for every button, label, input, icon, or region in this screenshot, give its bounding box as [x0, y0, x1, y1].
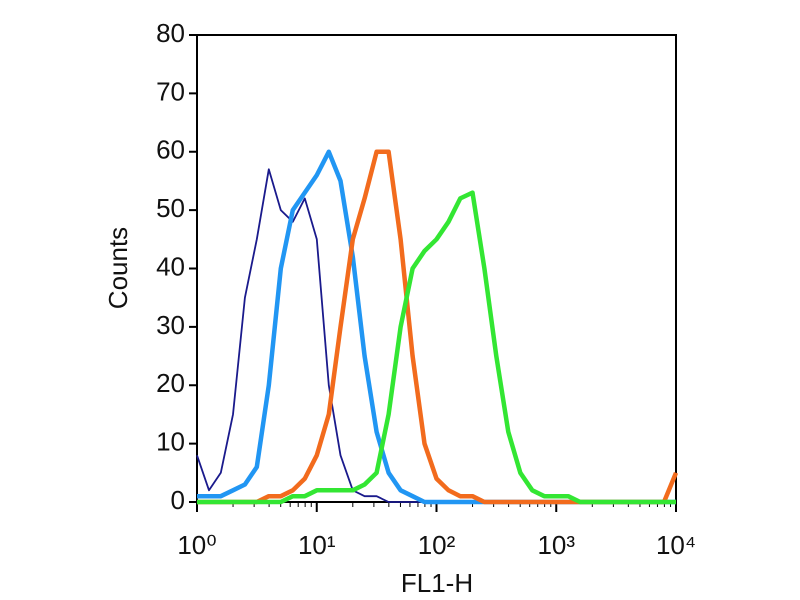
- x-axis-label: FL1-H: [401, 568, 473, 598]
- series-line: [197, 149, 676, 505]
- series-line: [197, 190, 676, 505]
- y-tick-label: 0: [171, 485, 185, 515]
- x-tick-label: 10¹: [298, 530, 336, 560]
- y-tick-label: 70: [156, 76, 185, 106]
- y-tick-label: 30: [156, 310, 185, 340]
- y-tick-label: 80: [156, 18, 185, 48]
- x-tick-label: 10³: [537, 530, 575, 560]
- plot-frame: [196, 34, 677, 503]
- series-line: [197, 149, 679, 505]
- y-tick-label: 20: [156, 368, 185, 398]
- series-line: [196, 168, 676, 503]
- y-tick-label: 40: [156, 251, 185, 281]
- x-tick-label: 10⁰: [177, 530, 216, 560]
- y-tick-label: 50: [156, 193, 185, 223]
- y-tick-label: 60: [156, 135, 185, 165]
- y-tick-label: 10: [156, 427, 185, 457]
- x-tick-label: 10²: [418, 530, 456, 560]
- y-axis-label: Counts: [103, 227, 133, 309]
- x-tick-label: 10⁴: [656, 530, 696, 560]
